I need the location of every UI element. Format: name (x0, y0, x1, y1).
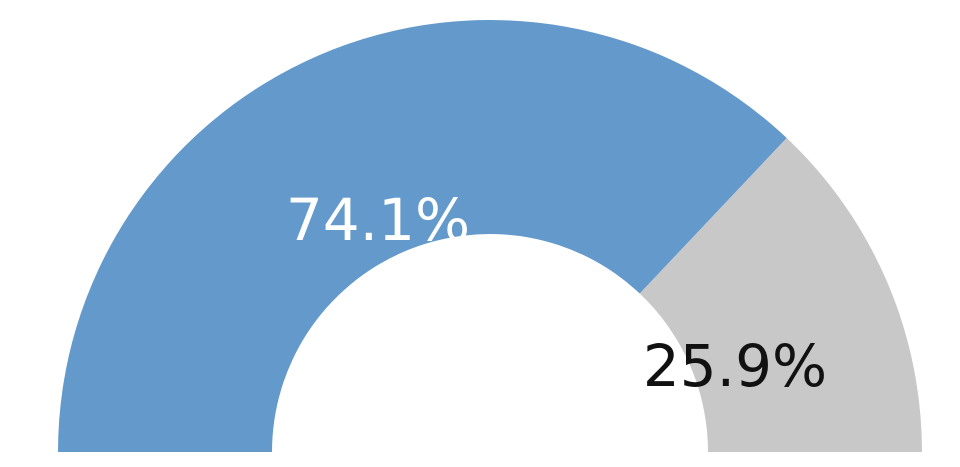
chart-slices (58, 20, 922, 453)
slice-1 (639, 138, 922, 452)
slice-label-0: 74.1% (286, 186, 470, 254)
slice-0 (58, 20, 787, 453)
slice-label-1: 25.9% (643, 332, 827, 400)
